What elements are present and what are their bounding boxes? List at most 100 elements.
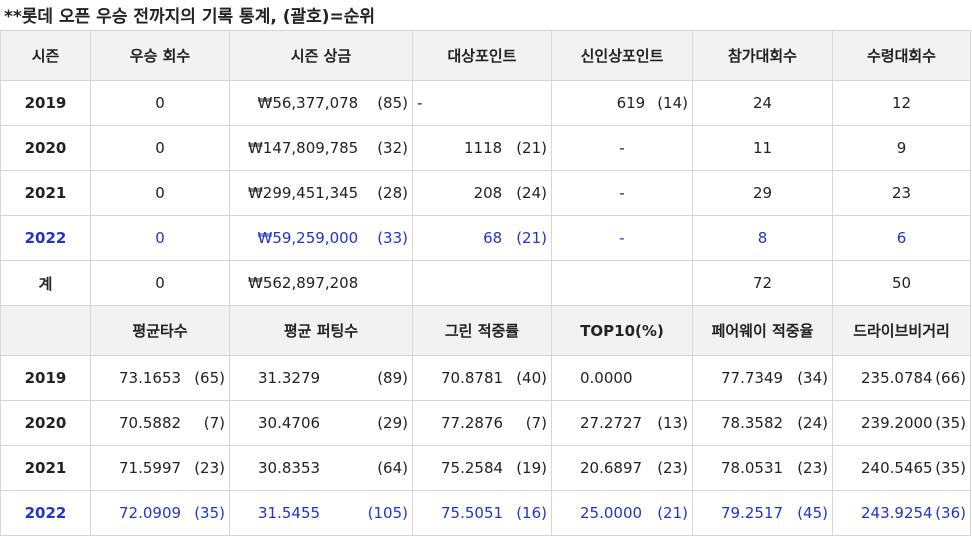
- wins-value: 0: [155, 139, 165, 157]
- stat-rank: (29): [377, 414, 408, 432]
- col-header: 평균타수: [90, 305, 230, 356]
- season-cell: 2022: [0, 490, 91, 536]
- stat-rank: (16): [516, 504, 547, 522]
- stat-value: 240.5465: [861, 459, 933, 477]
- rookie-value: -: [619, 139, 625, 157]
- stat-rank: (36): [935, 504, 966, 522]
- stat-value: 73.1653: [119, 369, 182, 387]
- stat-value: 70.8781: [441, 369, 504, 387]
- stat-rank: (21): [657, 504, 688, 522]
- stat-rank: (89): [377, 369, 408, 387]
- cuts-value: 9: [896, 139, 907, 157]
- table-row: 2019 0 ₩56,377,078 (85) - 619 (14) 24 12: [0, 80, 971, 126]
- wins-value: 0: [155, 184, 165, 202]
- stat-value: 239.2000: [861, 414, 933, 432]
- col-header: 수령대회수: [832, 30, 971, 81]
- rookie-value: -: [619, 184, 625, 202]
- season-cell: 2020: [0, 125, 91, 171]
- stat-rank: (35): [935, 459, 966, 477]
- col-header: 참가대회수: [692, 30, 833, 81]
- stat-rank: (65): [194, 369, 225, 387]
- season-cell: 2019: [0, 355, 91, 401]
- col-header: 신인상포인트: [551, 30, 693, 81]
- table-row: 2021 71.5997 (23) 30.8353 (64) 75.2584 (19) 20.…: [0, 445, 971, 491]
- prize-value: ₩56,377,078: [257, 94, 359, 112]
- stat-rank: (34): [797, 369, 828, 387]
- table-row: 2022 0 ₩59,259,000 (33) 68 (21) - 8 6: [0, 215, 971, 261]
- prize-rank: (32): [377, 139, 408, 157]
- col-header: [0, 305, 91, 356]
- stat-rank: (13): [657, 414, 688, 432]
- stat-rank: (23): [657, 459, 688, 477]
- stat-rank: (23): [194, 459, 225, 477]
- stat-rank: (45): [797, 504, 828, 522]
- total-wins: 0: [155, 274, 165, 292]
- total-prize: ₩562,897,208: [248, 274, 359, 292]
- stat-rank: (105): [367, 504, 408, 522]
- stat-value: 77.7349: [721, 369, 784, 387]
- season-cell: 2021: [0, 445, 91, 491]
- season-cell: 2022: [0, 215, 91, 261]
- rookie-value: -: [619, 229, 625, 247]
- prize-rank: (33): [377, 229, 408, 247]
- cuts-value: 6: [896, 229, 907, 247]
- stat-value: 0.0000: [580, 369, 633, 387]
- col-header: TOP10(%): [551, 305, 693, 356]
- cuts-value: 12: [891, 94, 912, 112]
- col-header: 우승 회수: [90, 30, 230, 81]
- points-value: -: [417, 94, 423, 112]
- points-value: 68: [483, 229, 503, 247]
- col-header: 그린 적중률: [412, 305, 552, 356]
- total-events: 72: [752, 274, 773, 292]
- stat-rank: (40): [516, 369, 547, 387]
- total-row: 계 0 ₩562,897,208 72 50: [0, 260, 971, 306]
- stat-value: 78.3582: [721, 414, 784, 432]
- prize-rank: (85): [377, 94, 408, 112]
- events-value: 11: [752, 139, 773, 157]
- stat-value: 77.2876: [441, 414, 504, 432]
- stat-value: 25.0000: [580, 504, 643, 522]
- stat-value: 27.2727: [580, 414, 643, 432]
- rookie-value: 619: [616, 94, 646, 112]
- prize-rank: (28): [377, 184, 408, 202]
- events-value: 24: [752, 94, 773, 112]
- rookie-rank: (14): [657, 94, 688, 112]
- stat-value: 235.0784: [861, 369, 933, 387]
- header-row-2: 평균타수 평균 퍼팅수 그린 적중률 TOP10(%) 페어웨이 적중율 드라이…: [0, 305, 971, 356]
- stats-table: 시즌 우승 회수 시즌 상금 대상포인트 신인상포인트 참가대회수 수령대회수 …: [0, 30, 971, 536]
- col-header: 페어웨이 적중율: [692, 305, 833, 356]
- points-value: 208: [473, 184, 503, 202]
- points-rank: (21): [516, 139, 547, 157]
- header-row-1: 시즌 우승 회수 시즌 상금 대상포인트 신인상포인트 참가대회수 수령대회수: [0, 30, 971, 81]
- season-cell: 2021: [0, 170, 91, 216]
- total-cuts: 50: [891, 274, 912, 292]
- stat-value: 75.2584: [441, 459, 504, 477]
- stat-rank: (24): [797, 414, 828, 432]
- col-header: 대상포인트: [412, 30, 552, 81]
- stat-rank: (7): [525, 414, 547, 432]
- table-row: 2020 70.5882 (7) 30.4706 (29) 77.2876 (7) 27.27…: [0, 400, 971, 446]
- stat-value: 70.5882: [119, 414, 182, 432]
- stat-rank: (35): [935, 414, 966, 432]
- stat-rank: (7): [203, 414, 225, 432]
- stat-rank: (23): [797, 459, 828, 477]
- stat-value: 30.8353: [258, 459, 321, 477]
- points-value: 1118: [464, 139, 503, 157]
- wins-value: 0: [155, 229, 165, 247]
- stat-value: 71.5997: [119, 459, 182, 477]
- table-row: 2022 72.0909 (35) 31.5455 (105) 75.5051 (16) 25…: [0, 490, 971, 536]
- prize-value: ₩299,451,345: [247, 184, 359, 202]
- stat-rank: (35): [194, 504, 225, 522]
- stat-value: 78.0531: [721, 459, 784, 477]
- stat-value: 30.4706: [258, 414, 321, 432]
- points-rank: (21): [516, 229, 547, 247]
- stat-rank: (66): [935, 369, 966, 387]
- table-row: 2021 0 ₩299,451,345 (28) 208 (24) - 29 23: [0, 170, 971, 216]
- stat-value: 75.5051: [441, 504, 504, 522]
- col-header: 평균 퍼팅수: [229, 305, 413, 356]
- col-header: 드라이브비거리: [832, 305, 971, 356]
- stat-rank: (19): [516, 459, 547, 477]
- stat-value: 20.6897: [580, 459, 643, 477]
- stat-value: 31.3279: [258, 369, 321, 387]
- page-title: **롯데 오픈 우승 전까지의 기록 통계, (괄호)=순위: [4, 7, 376, 27]
